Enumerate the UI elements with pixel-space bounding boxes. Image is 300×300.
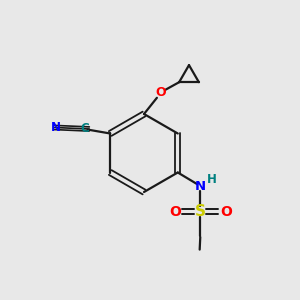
Text: C: C <box>80 122 89 136</box>
Text: H: H <box>207 173 217 186</box>
Text: O: O <box>220 205 232 218</box>
Text: O: O <box>169 205 181 218</box>
Text: O: O <box>155 86 166 100</box>
Text: S: S <box>195 204 206 219</box>
Text: N: N <box>195 179 206 193</box>
Text: N: N <box>51 121 61 134</box>
